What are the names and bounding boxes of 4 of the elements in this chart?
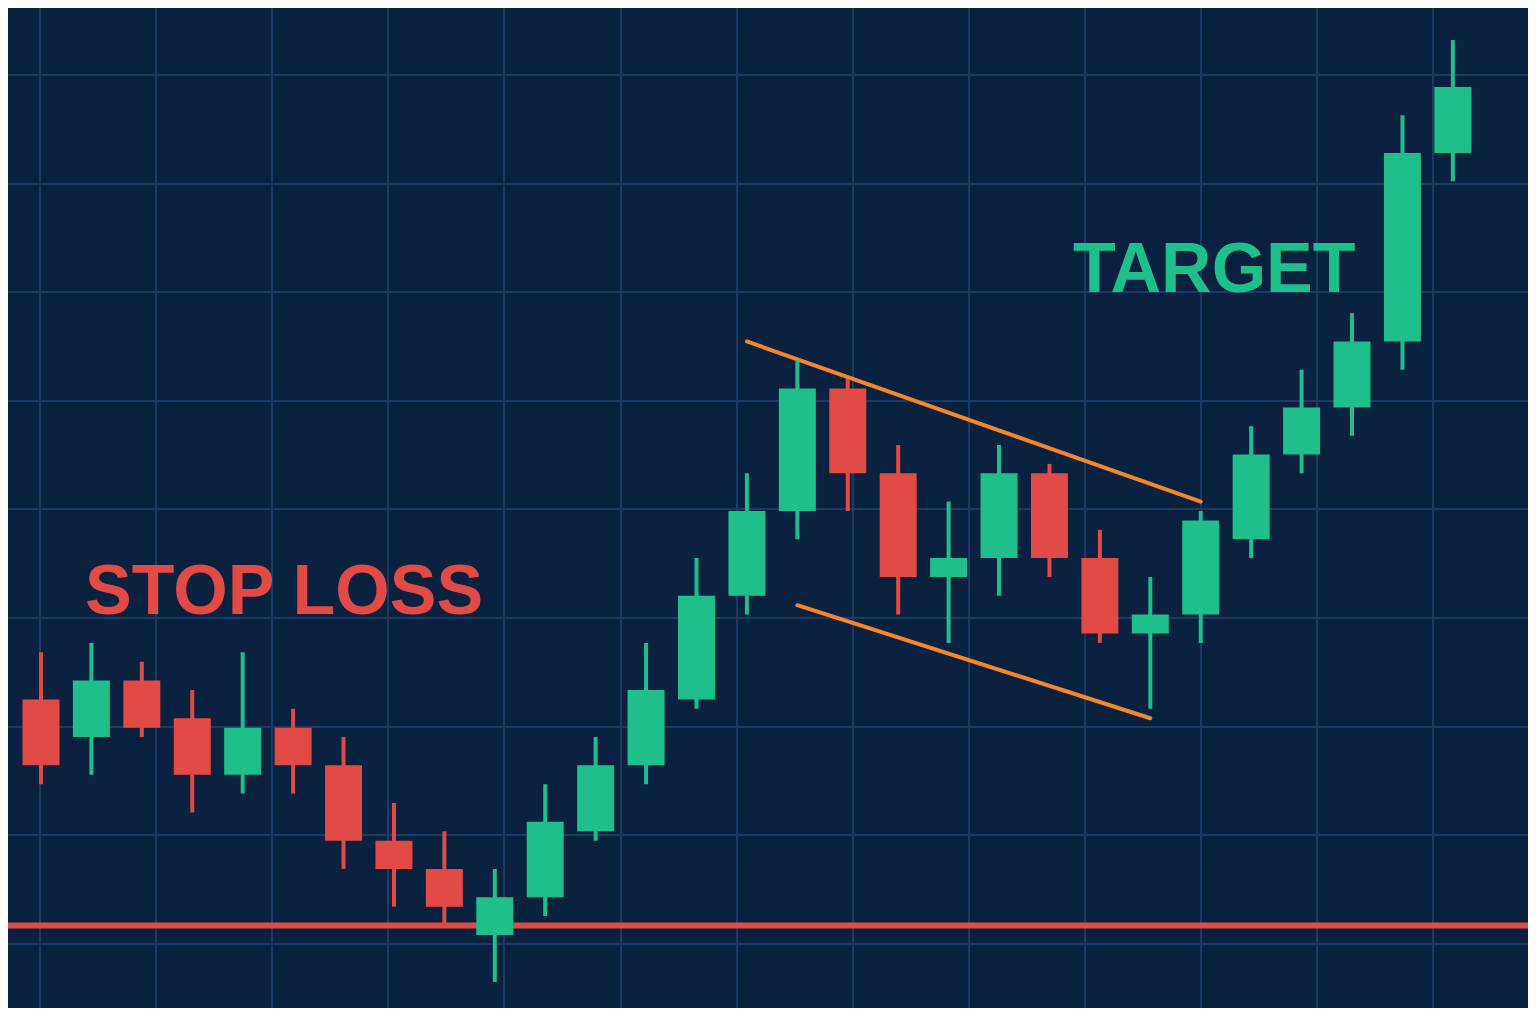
annotation: STOP LOSS: [85, 551, 484, 629]
candlestick: [1131, 576, 1169, 709]
annotation: TARGET: [1073, 229, 1356, 307]
candlestick: [930, 501, 968, 643]
